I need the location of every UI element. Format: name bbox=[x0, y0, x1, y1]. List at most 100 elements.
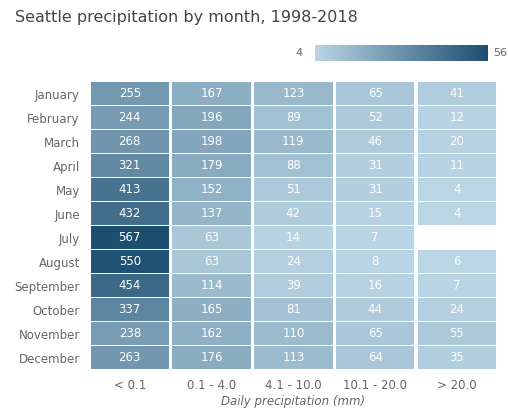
Bar bbox=[336, 250, 415, 273]
Text: 196: 196 bbox=[200, 111, 223, 124]
Text: 88: 88 bbox=[286, 159, 301, 172]
Text: 24: 24 bbox=[286, 255, 301, 268]
Bar bbox=[418, 130, 496, 153]
Text: 179: 179 bbox=[200, 159, 223, 172]
Bar bbox=[418, 106, 496, 129]
Text: 123: 123 bbox=[282, 87, 305, 100]
Bar bbox=[172, 322, 251, 345]
Text: 137: 137 bbox=[200, 207, 223, 220]
Text: 64: 64 bbox=[368, 352, 383, 364]
Text: 14: 14 bbox=[286, 231, 301, 244]
Text: 63: 63 bbox=[204, 231, 219, 244]
Text: 567: 567 bbox=[493, 48, 508, 58]
Bar bbox=[336, 154, 415, 177]
Text: 55: 55 bbox=[450, 327, 464, 340]
Bar bbox=[336, 178, 415, 201]
Bar bbox=[254, 298, 333, 321]
Text: 337: 337 bbox=[119, 303, 141, 316]
Bar bbox=[418, 226, 496, 249]
Bar bbox=[418, 202, 496, 225]
Bar bbox=[418, 322, 496, 345]
Bar bbox=[336, 347, 415, 370]
Bar bbox=[172, 130, 251, 153]
Bar bbox=[254, 202, 333, 225]
Bar bbox=[254, 154, 333, 177]
Text: 567: 567 bbox=[118, 231, 141, 244]
Bar bbox=[172, 347, 251, 370]
Bar bbox=[254, 322, 333, 345]
Bar bbox=[254, 347, 333, 370]
Text: 46: 46 bbox=[368, 135, 383, 148]
Text: 12: 12 bbox=[450, 111, 464, 124]
Bar bbox=[254, 178, 333, 201]
Text: 65: 65 bbox=[368, 87, 383, 100]
Text: 263: 263 bbox=[118, 352, 141, 364]
Text: 152: 152 bbox=[200, 183, 223, 196]
Bar bbox=[90, 202, 169, 225]
Text: 42: 42 bbox=[286, 207, 301, 220]
Text: 65: 65 bbox=[368, 327, 383, 340]
Text: 114: 114 bbox=[200, 279, 223, 292]
Bar bbox=[254, 250, 333, 273]
Text: 4: 4 bbox=[453, 207, 461, 220]
Text: 119: 119 bbox=[282, 135, 305, 148]
Bar bbox=[336, 82, 415, 105]
Text: 413: 413 bbox=[118, 183, 141, 196]
Bar bbox=[336, 226, 415, 249]
Bar bbox=[172, 178, 251, 201]
Text: 454: 454 bbox=[118, 279, 141, 292]
Text: 31: 31 bbox=[368, 159, 383, 172]
Bar bbox=[418, 274, 496, 297]
Text: 24: 24 bbox=[450, 303, 464, 316]
Text: 321: 321 bbox=[118, 159, 141, 172]
Bar bbox=[90, 106, 169, 129]
Bar bbox=[90, 274, 169, 297]
Bar bbox=[172, 106, 251, 129]
Text: 51: 51 bbox=[286, 183, 301, 196]
Text: 15: 15 bbox=[368, 207, 383, 220]
Text: Seattle precipitation by month, 1998-2018: Seattle precipitation by month, 1998-201… bbox=[15, 10, 358, 25]
Text: 7: 7 bbox=[453, 279, 461, 292]
Bar bbox=[336, 274, 415, 297]
Text: 113: 113 bbox=[282, 352, 305, 364]
Bar bbox=[336, 202, 415, 225]
Bar bbox=[90, 250, 169, 273]
Bar bbox=[172, 226, 251, 249]
Text: 268: 268 bbox=[118, 135, 141, 148]
Text: 63: 63 bbox=[204, 255, 219, 268]
Text: 8: 8 bbox=[371, 255, 379, 268]
Bar bbox=[90, 154, 169, 177]
Text: 52: 52 bbox=[368, 111, 383, 124]
Bar bbox=[90, 130, 169, 153]
Text: 81: 81 bbox=[286, 303, 301, 316]
Bar bbox=[172, 82, 251, 105]
Text: 7: 7 bbox=[371, 231, 379, 244]
Text: 110: 110 bbox=[282, 327, 305, 340]
Bar bbox=[90, 322, 169, 345]
Text: 6: 6 bbox=[453, 255, 461, 268]
Bar bbox=[418, 298, 496, 321]
Text: 550: 550 bbox=[119, 255, 141, 268]
Bar bbox=[254, 106, 333, 129]
Text: 35: 35 bbox=[450, 352, 464, 364]
Bar bbox=[336, 298, 415, 321]
Bar bbox=[254, 130, 333, 153]
Bar bbox=[254, 274, 333, 297]
Bar bbox=[172, 250, 251, 273]
Bar bbox=[90, 82, 169, 105]
Text: 198: 198 bbox=[200, 135, 223, 148]
Text: 238: 238 bbox=[119, 327, 141, 340]
Bar bbox=[90, 298, 169, 321]
Text: 89: 89 bbox=[286, 111, 301, 124]
Bar bbox=[90, 347, 169, 370]
Bar bbox=[172, 298, 251, 321]
Text: 11: 11 bbox=[450, 159, 464, 172]
Text: 39: 39 bbox=[286, 279, 301, 292]
Text: 16: 16 bbox=[368, 279, 383, 292]
Bar bbox=[336, 106, 415, 129]
Bar bbox=[418, 82, 496, 105]
Text: 41: 41 bbox=[450, 87, 464, 100]
Text: 4: 4 bbox=[453, 183, 461, 196]
Bar bbox=[254, 226, 333, 249]
Bar bbox=[172, 154, 251, 177]
